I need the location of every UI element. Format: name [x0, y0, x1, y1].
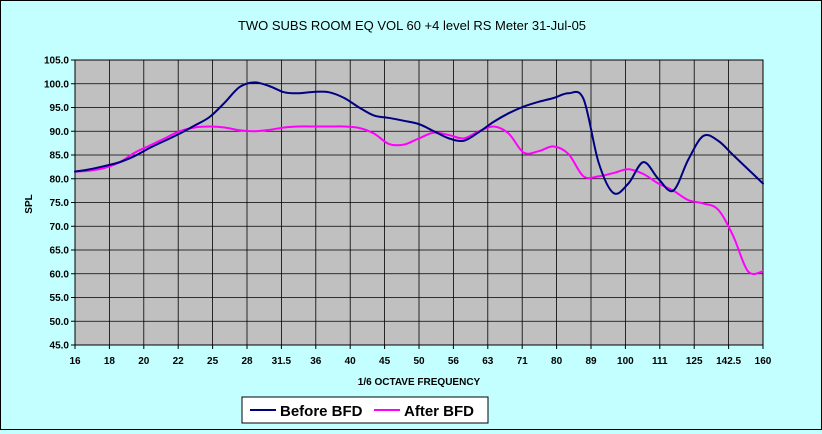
legend-label-before: Before BFD [280, 403, 363, 420]
x-tick-label: 80 [551, 356, 563, 367]
x-tick-label: 25 [207, 356, 219, 367]
y-axis-label: SPL [24, 194, 35, 213]
y-tick-label: 70.0 [50, 222, 70, 233]
series-line-before-bfd [74, 81, 764, 195]
x-tick-label: 40 [345, 356, 357, 367]
y-tick-label: 90.0 [50, 127, 70, 138]
grid [74, 59, 764, 346]
y-tick-label: 45.0 [50, 341, 70, 352]
y-tick-label: 105.0 [44, 56, 69, 67]
x-tick-label: 56 [448, 356, 460, 367]
y-tick-label: 50.0 [50, 317, 70, 328]
x-tick-label: 63 [482, 356, 494, 367]
x-tick-label: 50 [413, 356, 425, 367]
legend-label-after: After BFD [404, 403, 474, 420]
legend: Before BFD After BFD [241, 396, 489, 424]
y-tick-label: 80.0 [50, 174, 70, 185]
x-axis-ticks: 16 18 20 22 25 28 31.5 36 40 45 50 56 63 71 80 89 100 111… [69, 345, 772, 367]
x-tick-label: 111 [652, 356, 668, 367]
x-tick-label: 36 [310, 356, 322, 367]
x-tick-label: 89 [585, 356, 597, 367]
y-tick-label: 95.0 [50, 103, 70, 114]
x-tick-label: 20 [138, 356, 150, 367]
legend-box [241, 396, 489, 424]
y-tick-label: 55.0 [50, 293, 70, 304]
y-tick-label: 85.0 [50, 151, 70, 162]
x-tick-label: 125 [686, 356, 703, 367]
x-tick-label: 160 [755, 356, 772, 367]
chart-title: TWO SUBS ROOM EQ VOL 60 +4 level RS Mete… [238, 18, 586, 33]
x-tick-label: 18 [104, 356, 116, 367]
y-tick-label: 65.0 [50, 246, 70, 257]
y-tick-label: 60.0 [50, 269, 70, 280]
x-tick-label: 71 [517, 356, 529, 367]
y-tick-label: 75.0 [50, 198, 70, 209]
x-axis-label: 1/6 OCTAVE FREQUENCY [358, 377, 481, 388]
x-tick-label: 45 [379, 356, 391, 367]
y-axis-ticks: 45.0 50.0 55.0 60.0 65.0 70.0 75.0 80.0 85.0 90.0… [44, 56, 75, 352]
x-tick-label: 100 [617, 356, 634, 367]
x-tick-label: 142.5 [716, 356, 741, 367]
x-tick-label: 28 [241, 356, 253, 367]
x-tick-label: 31.5 [272, 356, 292, 367]
series-lines [74, 81, 764, 275]
x-tick-label: 16 [69, 356, 81, 367]
y-tick-label: 100.0 [44, 79, 69, 90]
x-tick-label: 22 [173, 356, 185, 367]
